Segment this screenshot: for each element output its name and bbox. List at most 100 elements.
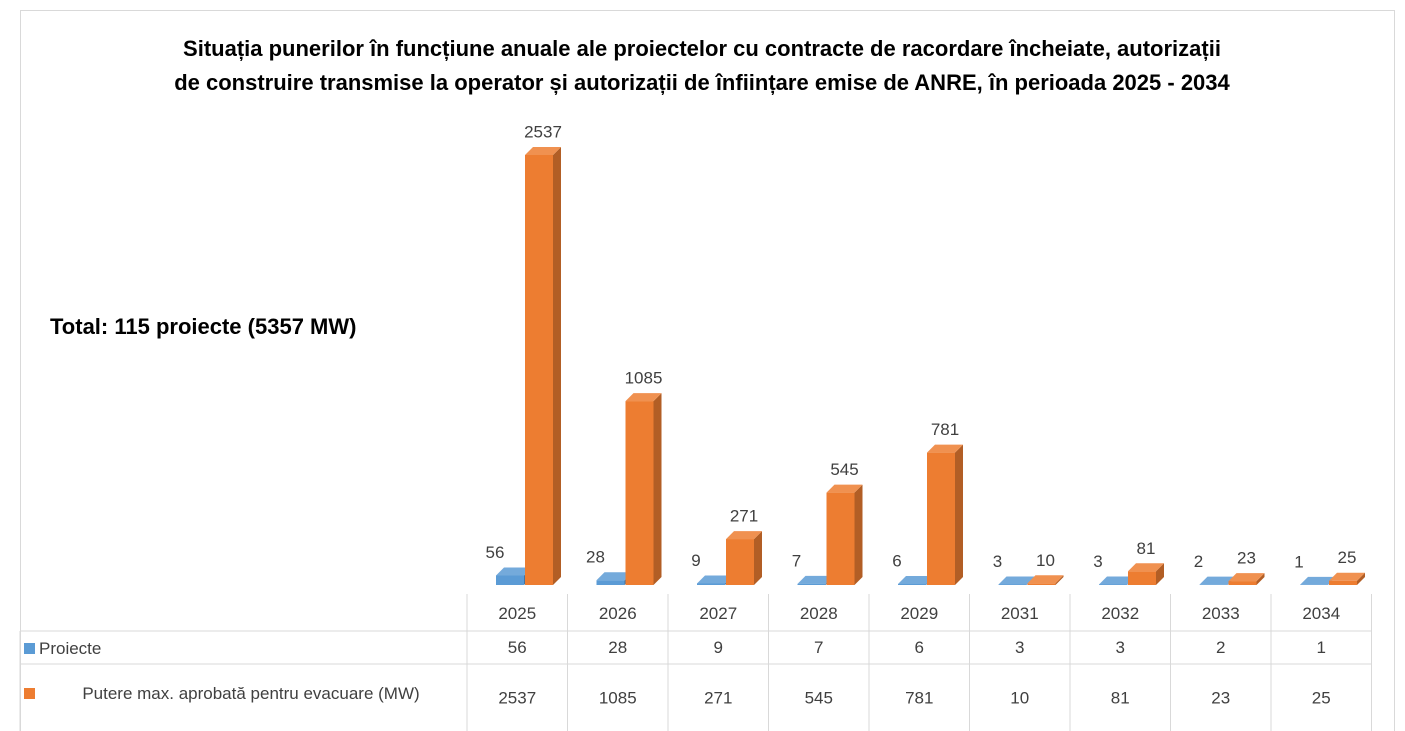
- bar: [1329, 580, 1357, 585]
- chart-border: [20, 10, 1395, 731]
- legend-entry: Putere max. aprobată pentru evacuare (MW…: [24, 666, 463, 721]
- table-value: 2537: [498, 688, 536, 707]
- table-value: 3: [1116, 638, 1125, 657]
- data-label: 3: [1093, 552, 1102, 571]
- data-label: 28: [586, 548, 605, 567]
- table-value: 81: [1111, 688, 1130, 707]
- bar-top: [898, 575, 934, 584]
- chart-title: Situația punerilor în funcțiune anuale a…: [183, 36, 1221, 61]
- bar-top: [1329, 572, 1365, 581]
- bar: [998, 584, 1027, 585]
- bar: [697, 583, 725, 585]
- bar: [525, 155, 553, 585]
- data-label: 25: [1338, 548, 1357, 567]
- bar-top: [826, 484, 863, 493]
- bar-top: [927, 444, 963, 453]
- bar: [1027, 583, 1056, 585]
- x-tick-label: 2028: [800, 604, 838, 623]
- table-value: 271: [704, 688, 732, 707]
- table-value: 545: [805, 688, 833, 707]
- bar: [496, 575, 524, 585]
- legend-entry: Proiecte: [24, 633, 463, 664]
- bar-top: [1099, 576, 1135, 585]
- legend-swatch: [24, 643, 35, 654]
- x-tick-label: 2032: [1101, 604, 1139, 623]
- legend-label: Proiecte: [39, 639, 102, 658]
- data-label: 23: [1237, 549, 1256, 568]
- bar: [1228, 581, 1257, 585]
- x-tick-label: 2031: [1001, 604, 1039, 623]
- legend-label: Putere max. aprobată pentru evacuare (MW…: [82, 684, 420, 703]
- data-label: 1085: [625, 369, 663, 388]
- bar: [726, 539, 754, 585]
- table-value: 1085: [599, 688, 637, 707]
- table-value: 6: [915, 638, 924, 657]
- table-value: 3: [1015, 638, 1024, 657]
- data-label: 10: [1036, 551, 1055, 570]
- bar: [1099, 584, 1127, 585]
- data-label: 9: [691, 551, 700, 570]
- bar-side: [1256, 573, 1265, 585]
- bar: [797, 583, 826, 585]
- x-tick-label: 2027: [699, 604, 737, 623]
- x-tick-label: 2026: [599, 604, 637, 623]
- data-label: 56: [486, 543, 505, 562]
- bar-top: [1027, 575, 1064, 584]
- bar-top: [1199, 576, 1236, 585]
- table-value: 1: [1317, 638, 1326, 657]
- bar-top: [726, 531, 762, 540]
- bar-top: [1228, 573, 1265, 582]
- bar-side: [653, 393, 662, 585]
- annotation: Total: 115 proiecte (5357 MW): [50, 314, 356, 339]
- data-label: 1: [1294, 552, 1303, 571]
- bar: [625, 401, 654, 585]
- bar-top: [1128, 563, 1164, 572]
- data-label: 781: [931, 420, 959, 439]
- table-value: 25: [1312, 688, 1331, 707]
- data-label: 2: [1194, 552, 1203, 571]
- x-tick-label: 2034: [1302, 604, 1340, 623]
- chart-title: de construire transmise la operator și a…: [174, 70, 1230, 95]
- table-value: 56: [508, 638, 527, 657]
- bar-side: [854, 484, 863, 585]
- table-value: 2: [1216, 638, 1225, 657]
- table-value: 7: [814, 638, 823, 657]
- data-label: 7: [792, 551, 801, 570]
- legend-swatch: [24, 688, 35, 699]
- x-tick-label: 2033: [1202, 604, 1240, 623]
- bar-top: [797, 575, 834, 584]
- data-label: 271: [730, 507, 758, 526]
- table-value: 10: [1010, 688, 1029, 707]
- bar-top: [496, 567, 532, 576]
- bar-side: [754, 531, 762, 585]
- legend-entry: Proiecte: [24, 633, 463, 664]
- bar-top: [697, 575, 733, 584]
- bar: [826, 492, 855, 585]
- bar-side: [1055, 575, 1064, 585]
- bar: [1128, 571, 1156, 585]
- bar: [596, 580, 625, 585]
- table-value: 23: [1211, 688, 1230, 707]
- legend-entry: Putere max. aprobată pentru evacuare (MW…: [24, 666, 463, 721]
- bar-top: [1300, 576, 1336, 585]
- bar-side: [553, 147, 561, 585]
- bar: [898, 583, 926, 585]
- bar-top: [525, 147, 561, 155]
- data-label: 545: [830, 460, 858, 479]
- bar-top: [625, 393, 662, 402]
- data-label: 2537: [524, 122, 562, 141]
- data-label: 6: [892, 551, 901, 570]
- bar-side: [955, 444, 963, 585]
- x-tick-label: 2029: [900, 604, 938, 623]
- x-tick-label: 2025: [498, 604, 536, 623]
- bar-side: [1357, 572, 1365, 585]
- data-label: 81: [1137, 539, 1156, 558]
- table-value: 28: [608, 638, 627, 657]
- bar: [927, 452, 955, 585]
- table-value: 9: [714, 638, 723, 657]
- bar-top: [998, 576, 1035, 585]
- bar-side: [1156, 563, 1164, 585]
- table-value: 781: [905, 688, 933, 707]
- data-label: 3: [993, 552, 1002, 571]
